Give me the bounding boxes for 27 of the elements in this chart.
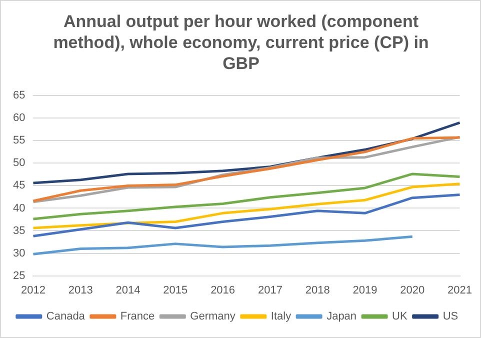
x-tick-label: 2019 xyxy=(352,284,378,296)
y-tick-label: 35 xyxy=(12,224,26,237)
x-tick-label: 2020 xyxy=(400,284,425,296)
legend-label: France xyxy=(120,310,155,323)
chart-title: Annual output per hour worked (component method), whole economy, current price (CP) in GBP xyxy=(52,11,430,74)
x-tick-label: 2017 xyxy=(258,284,282,296)
x-tick-label: 2014 xyxy=(116,284,140,296)
y-tick-label: 60 xyxy=(12,112,26,124)
y-tick-label: 40 xyxy=(12,202,26,214)
x-tick-label: 2018 xyxy=(305,284,330,296)
y-tick-label: 25 xyxy=(12,270,26,282)
legend-label: Germany xyxy=(190,310,236,323)
legend-label: Canada xyxy=(46,310,86,323)
legend-label: US xyxy=(442,310,458,323)
legend-label: UK xyxy=(392,310,408,323)
y-tick-label: 30 xyxy=(12,247,26,260)
legend-label: Japan xyxy=(326,310,357,323)
y-tick-label: 45 xyxy=(12,180,26,192)
legend-label: Italy xyxy=(270,310,292,323)
x-tick-label: 2015 xyxy=(163,284,188,296)
x-tick-label: 2016 xyxy=(210,284,236,296)
x-tick-label: 2012 xyxy=(20,284,46,296)
x-tick-label: 2013 xyxy=(68,284,93,296)
x-tick-label: 2021 xyxy=(448,284,472,296)
y-tick-label: 55 xyxy=(12,134,26,147)
y-tick-label: 65 xyxy=(12,90,26,102)
y-tick-label: 50 xyxy=(12,157,26,170)
